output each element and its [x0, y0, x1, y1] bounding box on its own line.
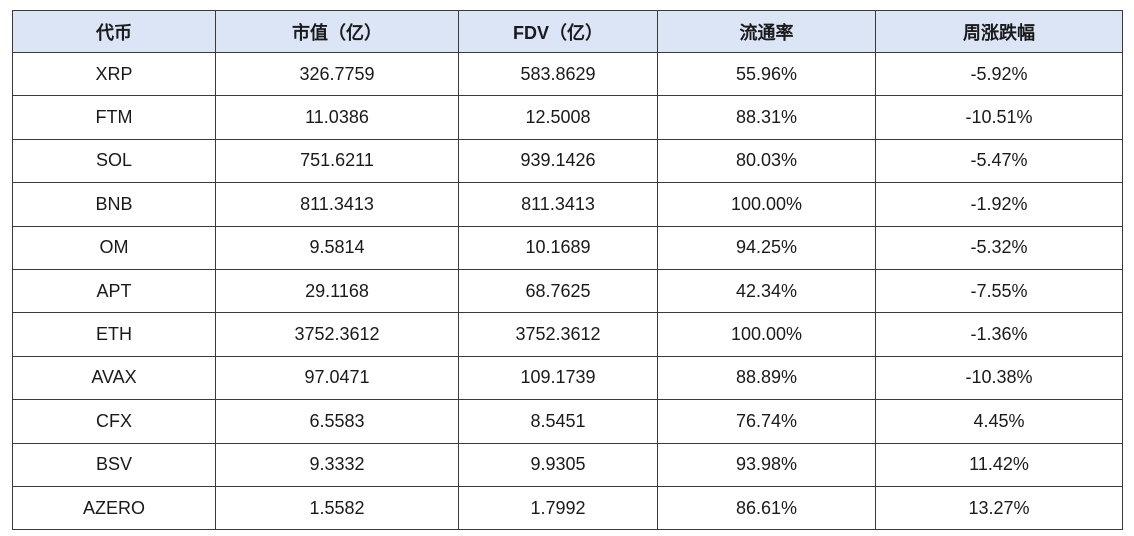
- token-cell: BNB: [12, 182, 216, 227]
- market-cap-cell: 9.5814: [215, 225, 459, 270]
- weekly-change-cell: -5.92%: [875, 51, 1123, 97]
- weekly-change-cell: -10.38%: [875, 355, 1123, 401]
- header-market-cap: 市值（亿）: [215, 10, 459, 53]
- table-row: SOL 751.6211 939.1426 80.03% -5.47%: [12, 138, 1123, 184]
- table-row: OM 9.5814 10.1689 94.25% -5.32%: [12, 225, 1123, 270]
- market-cap-cell: 97.0471: [215, 355, 459, 401]
- header-weekly-change: 周涨跌幅: [875, 10, 1123, 53]
- circulation-rate-cell: 76.74%: [657, 399, 876, 444]
- weekly-change-cell: -5.47%: [875, 138, 1123, 184]
- circulation-rate-cell: 86.61%: [657, 485, 876, 531]
- table-row: BSV 9.3332 9.9305 93.98% 11.42%: [12, 442, 1123, 487]
- token-cell: XRP: [12, 51, 216, 97]
- circulation-rate-cell: 88.31%: [657, 95, 876, 140]
- weekly-change-cell: 13.27%: [875, 485, 1123, 531]
- fdv-cell: 811.3413: [458, 182, 658, 227]
- market-cap-cell: 1.5582: [215, 485, 459, 531]
- weekly-change-cell: -1.92%: [875, 182, 1123, 227]
- fdv-cell: 9.9305: [458, 442, 658, 487]
- table-row: FTM 11.0386 12.5008 88.31% -10.51%: [12, 95, 1123, 140]
- token-cell: OM: [12, 225, 216, 270]
- weekly-change-cell: -1.36%: [875, 312, 1123, 357]
- table-row: APT 29.1168 68.7625 42.34% -7.55%: [12, 268, 1123, 314]
- fdv-cell: 8.5451: [458, 399, 658, 444]
- weekly-change-cell: -5.32%: [875, 225, 1123, 270]
- circulation-rate-cell: 100.00%: [657, 312, 876, 357]
- fdv-cell: 109.1739: [458, 355, 658, 401]
- token-cell: APT: [12, 268, 216, 314]
- token-table: 代币 市值（亿） FDV（亿） 流通率 周涨跌幅 XRP 326.7759 583.…: [12, 10, 1123, 531]
- market-cap-cell: 6.5583: [215, 399, 459, 444]
- fdv-cell: 10.1689: [458, 225, 658, 270]
- token-cell: AZERO: [12, 485, 216, 531]
- market-cap-cell: 326.7759: [215, 51, 459, 97]
- table-row: CFX 6.5583 8.5451 76.74% 4.45%: [12, 399, 1123, 444]
- circulation-rate-cell: 100.00%: [657, 182, 876, 227]
- token-cell: BSV: [12, 442, 216, 487]
- fdv-cell: 68.7625: [458, 268, 658, 314]
- weekly-change-cell: 11.42%: [875, 442, 1123, 487]
- fdv-cell: 583.8629: [458, 51, 658, 97]
- fdv-cell: 939.1426: [458, 138, 658, 184]
- fdv-cell: 12.5008: [458, 95, 658, 140]
- token-cell: SOL: [12, 138, 216, 184]
- header-row: 代币 市值（亿） FDV（亿） 流通率 周涨跌幅: [12, 10, 1123, 53]
- market-cap-cell: 3752.3612: [215, 312, 459, 357]
- weekly-change-cell: -10.51%: [875, 95, 1123, 140]
- token-cell: FTM: [12, 95, 216, 140]
- token-cell: ETH: [12, 312, 216, 357]
- table-row: XRP 326.7759 583.8629 55.96% -5.92%: [12, 51, 1123, 97]
- circulation-rate-cell: 93.98%: [657, 442, 876, 487]
- market-cap-cell: 751.6211: [215, 138, 459, 184]
- weekly-change-cell: -7.55%: [875, 268, 1123, 314]
- table-row: BNB 811.3413 811.3413 100.00% -1.92%: [12, 182, 1123, 227]
- fdv-cell: 3752.3612: [458, 312, 658, 357]
- market-cap-cell: 9.3332: [215, 442, 459, 487]
- table-row: ETH 3752.3612 3752.3612 100.00% -1.36%: [12, 312, 1123, 357]
- circulation-rate-cell: 42.34%: [657, 268, 876, 314]
- table-row: AVAX 97.0471 109.1739 88.89% -10.38%: [12, 355, 1123, 401]
- circulation-rate-cell: 88.89%: [657, 355, 876, 401]
- token-cell: CFX: [12, 399, 216, 444]
- token-cell: AVAX: [12, 355, 216, 401]
- header-fdv: FDV（亿）: [458, 10, 658, 53]
- token-table-container: 代币 市值（亿） FDV（亿） 流通率 周涨跌幅 XRP 326.7759 583.…: [12, 10, 1123, 531]
- circulation-rate-cell: 55.96%: [657, 51, 876, 97]
- market-cap-cell: 811.3413: [215, 182, 459, 227]
- table-body: XRP 326.7759 583.8629 55.96% -5.92% FTM 11.038…: [12, 51, 1123, 531]
- circulation-rate-cell: 94.25%: [657, 225, 876, 270]
- fdv-cell: 1.7992: [458, 485, 658, 531]
- header-token: 代币: [12, 10, 216, 53]
- table-header: 代币 市值（亿） FDV（亿） 流通率 周涨跌幅: [12, 10, 1123, 53]
- header-circulation-rate: 流通率: [657, 10, 876, 53]
- table-row: AZERO 1.5582 1.7992 86.61% 13.27%: [12, 485, 1123, 531]
- market-cap-cell: 29.1168: [215, 268, 459, 314]
- weekly-change-cell: 4.45%: [875, 399, 1123, 444]
- market-cap-cell: 11.0386: [215, 95, 459, 140]
- circulation-rate-cell: 80.03%: [657, 138, 876, 184]
